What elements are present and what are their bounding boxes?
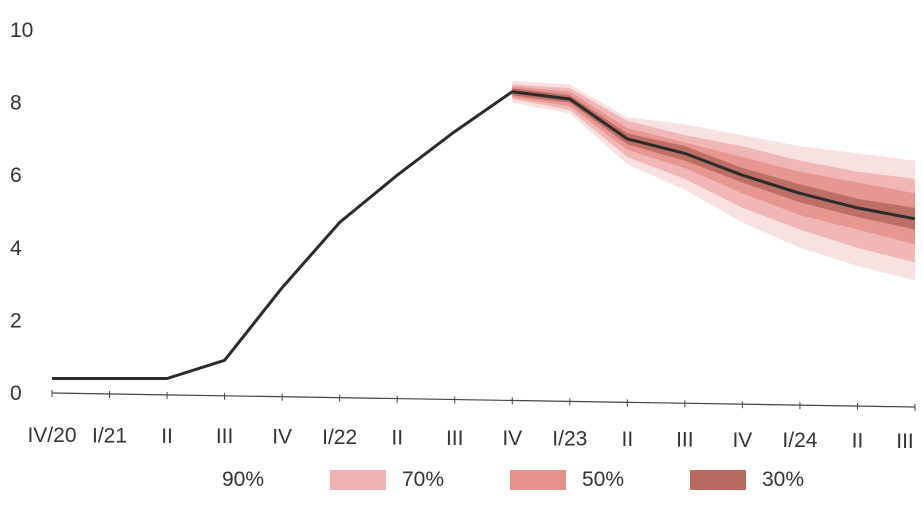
legend-item-70: 70% [330,468,444,492]
legend-label-70: 70% [402,468,445,491]
fan-bands [512,80,915,281]
x-tick-label: II [621,428,633,451]
x-tick-label: I/24 [782,429,817,452]
x-tick-label: IV [272,426,292,449]
y-axis-ticks: 0 2 4 6 8 10 [10,19,33,405]
x-tick-label: III [676,428,694,451]
x-tick-label: II [161,425,173,448]
x-tick-label: III [446,427,464,450]
legend-item-50: 50% [510,468,624,492]
legend-label-30: 30% [762,468,805,491]
x-tick-label: III [216,425,234,448]
projection-line [52,90,916,380]
x-tick-label: IV [732,429,752,452]
fan-band-30 [512,88,915,230]
legend-label-50: 50% [582,468,625,491]
x-tick-label: I/22 [322,426,357,449]
legend-item-90: 90% [222,468,264,492]
x-tick-label: II [391,426,403,449]
legend-swatch-70 [330,470,386,490]
x-tick-label: I/23 [552,428,587,451]
y-tick-label: 10 [10,19,33,42]
legend-swatch-50 [510,470,566,490]
x-tick-label: IV [502,427,522,450]
x-tick-label: III [896,430,914,453]
y-tick-label: 0 [10,382,22,405]
y-tick-label: 4 [10,237,22,260]
legend-swatch-30 [690,470,746,490]
legend-item-30: 30% [690,468,804,492]
legend-label-90: 90% [222,468,265,491]
x-axis-ticks: IV/20 I/21 II III IV I/22 II III IV I/23 II III IV I/… [27,390,916,453]
x-tick-label: I/21 [92,424,127,447]
y-tick-label: 8 [10,92,22,115]
y-tick-label: 2 [10,309,22,332]
x-tick-label: II [852,430,864,453]
y-tick-label: 6 [10,164,22,187]
legend: 90% 70% 50% 30% [0,468,923,508]
x-tick-label: IV/20 [27,424,76,447]
x-axis-line [51,392,916,408]
